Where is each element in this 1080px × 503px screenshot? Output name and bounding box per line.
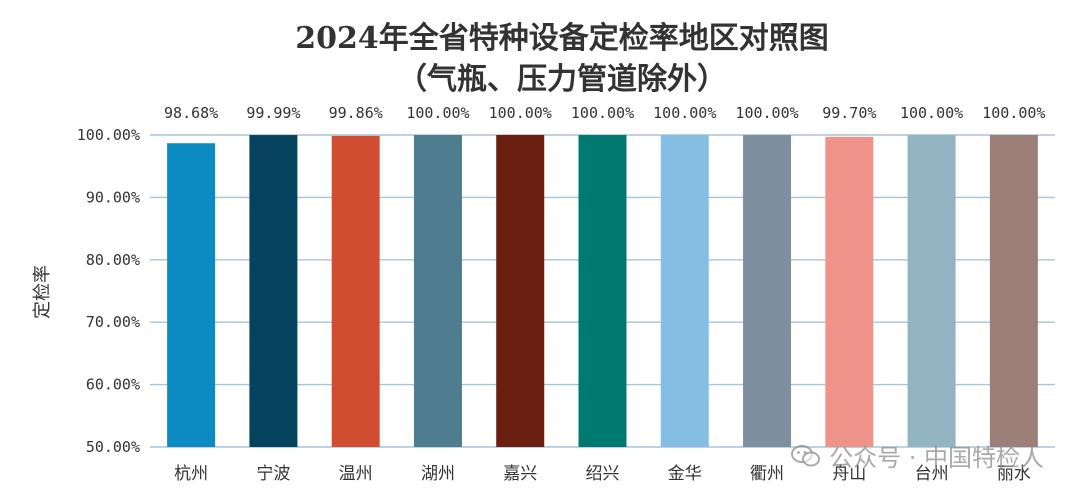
data-label: 100.00% [571, 104, 634, 122]
bar [907, 135, 956, 447]
y-axis-ticks: 50.00% 60.00% 70.00% 80.00% 90.00% 100.00% [77, 126, 140, 456]
data-labels: 98.68% 99.99% 99.86% 100.00% 100.00% 100.00% 1… [164, 104, 1045, 122]
wechat-icon [791, 444, 821, 466]
watermark: 公众号 · 中国特检人 [791, 438, 1044, 473]
bar [660, 135, 709, 447]
y-tick-label: 60.00% [86, 376, 140, 394]
bar [413, 135, 462, 447]
category-label: 台州 [915, 464, 949, 484]
category-label: 金华 [668, 464, 702, 484]
category-label: 温州 [339, 464, 373, 484]
category-label: 丽水 [997, 464, 1031, 484]
data-label: 100.00% [900, 104, 963, 122]
bar [496, 135, 545, 447]
bar [167, 143, 216, 447]
y-tick-label: 100.00% [77, 126, 140, 144]
bar [249, 135, 298, 448]
watermark-text: 公众号 · 中国特检人 [829, 444, 1044, 472]
category-labels: 杭州 宁波 温州 湖州 嘉兴 绍兴 金华 衢州 舟山 台州 丽水 [174, 463, 1031, 484]
data-label: 98.68% [164, 104, 218, 122]
y-tick-label: 70.00% [86, 313, 140, 331]
data-label: 100.00% [735, 104, 798, 122]
data-label: 100.00% [489, 104, 552, 122]
category-label: 宁波 [256, 464, 290, 484]
y-tick-label: 50.00% [86, 438, 140, 456]
bar [331, 135, 380, 447]
data-label: 100.00% [653, 104, 716, 122]
category-label: 衢州 [750, 463, 784, 484]
bars [167, 135, 1038, 448]
data-label: 100.00% [406, 104, 469, 122]
data-label: 99.99% [246, 104, 300, 122]
y-tick-label: 90.00% [86, 188, 140, 206]
category-label: 舟山 [832, 464, 866, 484]
bar [825, 136, 874, 447]
category-label: 湖州 [421, 464, 455, 484]
chart-title: 2024年全省特种设备定检率地区对照图 [295, 21, 829, 56]
bar [989, 135, 1038, 447]
y-axis-label: 定检率 [32, 265, 53, 319]
data-label: 99.70% [822, 104, 876, 122]
data-label: 100.00% [982, 104, 1045, 122]
bar [743, 135, 792, 447]
chart-subtitle: （气瓶、压力管道除外） [397, 62, 727, 97]
category-label: 绍兴 [586, 464, 620, 484]
category-label: 杭州 [174, 464, 208, 484]
bar [578, 135, 627, 447]
y-tick-label: 80.00% [86, 251, 140, 269]
category-label: 嘉兴 [503, 464, 537, 484]
data-label: 99.86% [329, 104, 383, 122]
